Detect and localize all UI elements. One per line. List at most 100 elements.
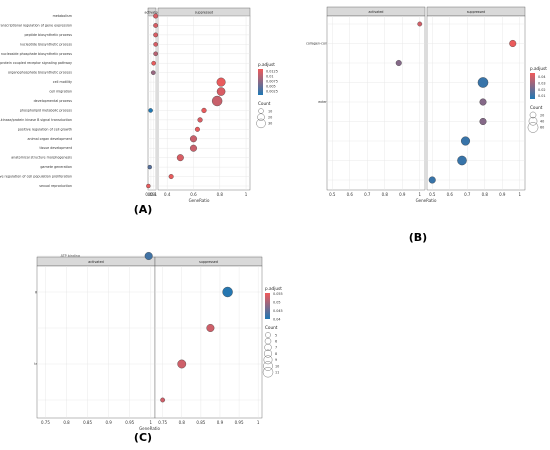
x-tick-label: 1 xyxy=(257,420,260,425)
size-legend-circle xyxy=(529,111,537,119)
data-point-sexual-reproduction xyxy=(146,183,151,189)
y-tick-label: cell migration xyxy=(49,90,72,94)
x-tick-label: 0.85 xyxy=(83,420,92,425)
data-point-external-encapsulating-structure xyxy=(479,98,487,106)
y-tick-label: post-transcriptional regulation of gene … xyxy=(0,23,72,27)
data-point-glycosaminoglycan-binding xyxy=(222,286,233,298)
color-legend-tick: 0.045 xyxy=(273,309,283,313)
color-legend-tick: 0.03 xyxy=(538,81,546,85)
data-point-fibrinogen-complex xyxy=(417,21,423,27)
size-legend-circle xyxy=(264,338,272,345)
data-point-cell-motility xyxy=(216,77,226,87)
data-point-extracellular-region xyxy=(457,155,467,166)
facet-strip-label: activated xyxy=(145,10,160,14)
size-legend-label: 10 xyxy=(275,364,279,368)
x-tick-label: 0.95 xyxy=(235,420,244,425)
x-tick-label: 0.6 xyxy=(148,192,155,197)
color-legend-tick: 0.01 xyxy=(266,74,274,78)
x-tick-label: 0.6 xyxy=(347,192,354,197)
facet-panel-activated xyxy=(326,15,426,191)
data-point-post-transcriptional-regulation-of-gene- xyxy=(153,23,159,28)
panel-a-dotplot: metabolism post-transcriptional regulatio… xyxy=(0,7,278,203)
color-legend-tick: 0.0025 xyxy=(266,89,278,93)
x-tick-label: 0.8 xyxy=(217,192,224,197)
data-point-zinc-ion-binding xyxy=(206,324,215,332)
x-axis-label: GeneRatio xyxy=(139,426,160,431)
color-legend-bar xyxy=(265,293,270,319)
x-tick-label: 0.75 xyxy=(41,420,50,425)
data-point-transition-metal-ion-binding xyxy=(177,359,187,369)
data-point-animal-organ-development xyxy=(190,135,197,143)
y-tick-label: cell motility xyxy=(53,80,72,84)
x-tick-label: 0.9 xyxy=(499,192,506,197)
facet-strip-label: activated xyxy=(88,260,103,264)
x-tick-label: 0.6 xyxy=(447,192,454,197)
data-point-regulation-of-phosphatidylinositol-3-kin xyxy=(197,117,203,123)
color-legend-tick: 0.055 xyxy=(273,292,283,296)
size-legend-label: 9 xyxy=(275,358,277,362)
color-legend-title: p.adjust xyxy=(258,62,275,67)
data-point-developmental-process xyxy=(211,95,223,107)
x-tick-label: 1 xyxy=(418,192,421,197)
size-legend-circle xyxy=(263,361,273,371)
x-tick-label: 1 xyxy=(154,192,157,197)
size-legend-title: Count xyxy=(265,325,278,330)
x-axis-label: GeneRatio xyxy=(189,198,210,203)
facet-panel-suppressed xyxy=(154,265,263,419)
data-point-cell-periphery xyxy=(477,77,489,88)
color-legend-tick: 0.0125 xyxy=(266,69,278,73)
size-legend-label: 8 xyxy=(275,352,277,356)
y-tick-label: nucleotide biosynthetic process xyxy=(20,42,73,46)
x-tick-label: 0.7 xyxy=(364,192,371,197)
color-legend-tick: 0.02 xyxy=(538,88,546,92)
x-tick-label: 0.8 xyxy=(150,192,157,197)
size-legend-label: 5 xyxy=(275,333,277,337)
y-tick-label: tissue development xyxy=(39,146,72,150)
y-tick-label: G-protein coupled receptor signaling pat… xyxy=(0,61,72,65)
y-tick-label: peptide biosynthetic process xyxy=(24,33,72,37)
size-legend-circle xyxy=(265,332,271,338)
y-tick-label: positive regulation of cell population p… xyxy=(0,175,72,179)
panel-label-c: (C) xyxy=(134,431,152,444)
y-tick-label: animal organ development xyxy=(27,137,72,141)
x-tick-label: 0.4 xyxy=(145,192,152,197)
color-legend-title: p.adjust xyxy=(265,286,282,291)
facet-panel-suppressed xyxy=(157,15,251,191)
size-legend-circle xyxy=(264,349,273,358)
x-tick-label: 1 xyxy=(150,420,153,425)
y-tick-label: regulation of phosphatidylinositol 3-kin… xyxy=(0,118,72,122)
size-legend-label: 30 xyxy=(268,122,272,126)
y-tick-label: gamete generation xyxy=(40,165,72,169)
data-point-metabolism xyxy=(153,13,159,19)
y-tick-label: phospholipid metabolic process xyxy=(20,108,72,112)
y-tick-label: metabolism xyxy=(53,14,72,18)
data-point-cell-migration xyxy=(216,87,226,96)
size-legend-circle xyxy=(263,355,273,365)
data-point-nucleotide-biosynthetic-process xyxy=(153,42,158,47)
data-point-vesicle xyxy=(428,176,436,184)
panel-b-dotplot: fibrinogen complexcollagen-containing ex… xyxy=(306,6,547,203)
data-point-organelle-subcompartment xyxy=(395,60,402,66)
size-legend-circle xyxy=(262,367,274,378)
size-legend-label: 7 xyxy=(275,346,277,350)
color-legend-tick: 0.01 xyxy=(538,94,546,98)
color-legend-tick: 0.05 xyxy=(273,301,281,305)
data-point-nucleoside-phosphate-biosynthetic-proces xyxy=(153,51,158,57)
panel-label-b: (B) xyxy=(409,231,427,244)
size-legend-label: 60 xyxy=(540,126,544,130)
size-legend-circle xyxy=(257,113,265,121)
x-tick-label: 0.9 xyxy=(217,420,224,425)
size-legend-label: 11 xyxy=(275,371,279,375)
facet-strip-label: suppressed xyxy=(467,10,485,14)
data-point-gamete-generation xyxy=(147,164,152,170)
data-point-positive-regulation-of-cell-growth xyxy=(194,126,200,132)
size-legend-label: 10 xyxy=(268,109,272,113)
size-legend-circle xyxy=(256,118,266,129)
x-tick-label: 0.4 xyxy=(164,192,171,197)
x-tick-label: 0.8 xyxy=(179,420,186,425)
x-tick-label: 0.8 xyxy=(382,192,389,197)
color-legend-tick: 0.0075 xyxy=(266,79,278,83)
x-tick-label: 0.85 xyxy=(196,420,205,425)
facet-panel-activated xyxy=(36,265,156,419)
